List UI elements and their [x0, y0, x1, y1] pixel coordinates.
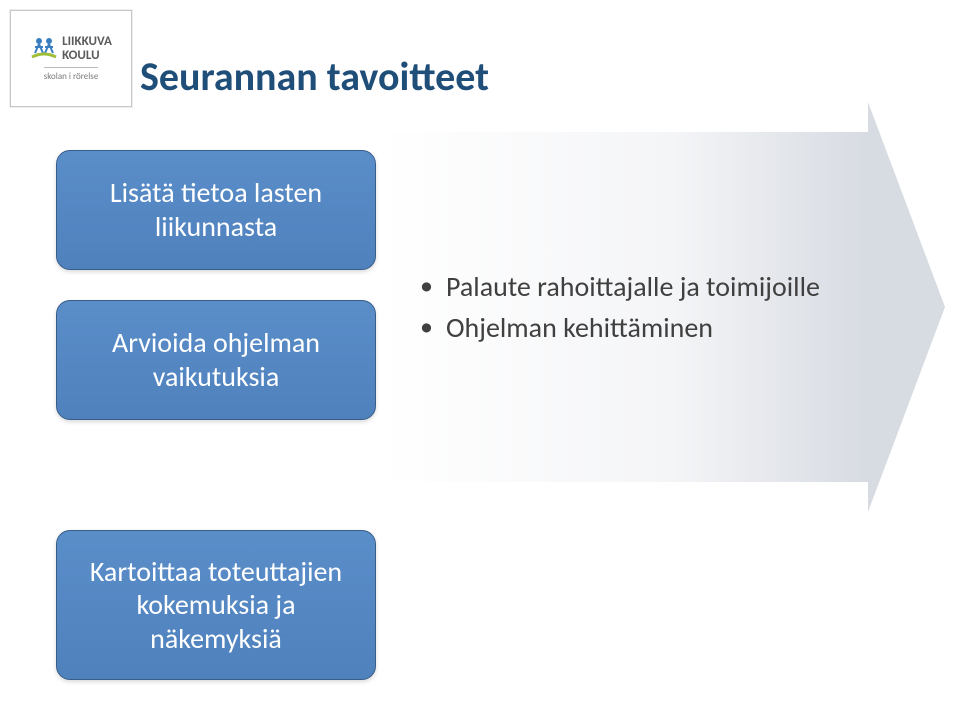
- logo-subtitle: skolan i rörelse: [44, 67, 99, 82]
- slide-title: Seurannan tavoitteet: [140, 52, 489, 101]
- people-icon: [30, 35, 58, 63]
- goal-box-1: Lisätä tietoa lasten liikunnasta: [56, 150, 376, 270]
- brand-logo: LIIKKUVA KOULU skolan i rörelse: [10, 10, 132, 107]
- logo-line2: KOULU: [62, 49, 112, 63]
- arrow-bullet-2: Ohjelman kehittäminen: [420, 310, 868, 345]
- goal-box-2: Arvioida ohjelman vaikutuksia: [56, 300, 376, 420]
- arrow-body: Palaute rahoittajalle ja toimijoille Ohj…: [380, 132, 868, 482]
- arrow-head: [868, 102, 945, 512]
- goal-box-3: Kartoittaa toteuttajien kokemuksia ja nä…: [56, 530, 376, 680]
- arrow-bullet-1: Palaute rahoittajalle ja toimijoille: [420, 269, 868, 304]
- logo-line1: LIIKKUVA: [62, 35, 112, 49]
